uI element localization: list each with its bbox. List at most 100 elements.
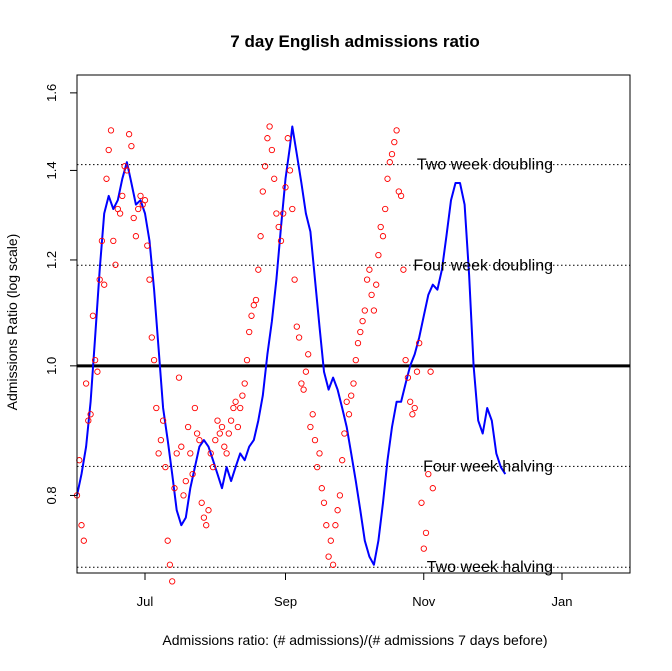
- data-point: [425, 470, 432, 478]
- data-point: [302, 368, 310, 375]
- data-point: [196, 436, 203, 444]
- data-point: [366, 266, 373, 273]
- y-tick-label: 1.4: [44, 161, 59, 179]
- y-tick-label: 1.6: [44, 84, 59, 102]
- data-point: [293, 323, 300, 330]
- data-point: [214, 417, 221, 424]
- data-point: [246, 328, 253, 336]
- data-point: [250, 302, 257, 309]
- data-point: [336, 492, 344, 499]
- data-point: [300, 386, 307, 393]
- data-point: [189, 470, 196, 478]
- data-point: [169, 578, 176, 585]
- data-point: [386, 159, 393, 166]
- data-point: [216, 430, 223, 437]
- data-point: [420, 545, 427, 552]
- data-point: [243, 356, 251, 364]
- data-point: [384, 175, 391, 182]
- x-tick-label: Jul: [137, 594, 154, 609]
- data-point: [422, 529, 430, 537]
- data-point: [85, 417, 92, 424]
- data-point: [320, 499, 328, 506]
- data-point: [137, 192, 144, 200]
- data-point: [284, 135, 291, 142]
- data-point: [91, 356, 99, 364]
- data-point: [166, 561, 174, 568]
- data-point: [130, 214, 137, 222]
- ratio-line-series: [76, 125, 507, 566]
- data-point: [78, 522, 85, 529]
- data-point: [339, 457, 346, 464]
- data-point: [259, 188, 266, 195]
- data-point: [261, 163, 269, 170]
- data-point: [239, 392, 246, 399]
- data-point: [237, 404, 244, 412]
- x-tick-label: Nov: [412, 594, 436, 609]
- data-point: [429, 485, 436, 492]
- data-point: [144, 242, 151, 249]
- data-point: [193, 430, 201, 437]
- data-point: [348, 392, 355, 399]
- data-point: [368, 291, 375, 299]
- data-point: [112, 261, 119, 268]
- data-point: [232, 398, 239, 405]
- data-point: [375, 251, 382, 259]
- data-point: [141, 197, 149, 204]
- data-point: [411, 404, 418, 412]
- data-point: [397, 192, 405, 200]
- data-point: [116, 210, 124, 217]
- y-axis: 0.8 1.0 1.2 1.4 1.6: [44, 84, 77, 504]
- reference-line-label: Four week doubling: [413, 257, 553, 274]
- data-point: [200, 514, 208, 521]
- data-point: [382, 205, 389, 213]
- data-point: [162, 463, 169, 471]
- data-point: [82, 380, 90, 387]
- data-point: [286, 167, 294, 174]
- data-point: [212, 436, 219, 444]
- data-point: [234, 423, 242, 431]
- ratio-line: [76, 125, 507, 566]
- data-point: [305, 351, 312, 358]
- data-point: [221, 443, 228, 450]
- y-tick-label: 1.2: [44, 251, 59, 269]
- reference-line-label: Two week halving: [427, 559, 553, 576]
- data-point: [225, 430, 232, 437]
- data-point: [318, 485, 325, 492]
- data-point: [388, 150, 396, 158]
- x-tick-label: Jan: [552, 594, 573, 609]
- data-point: [271, 175, 278, 182]
- data-point: [391, 138, 398, 146]
- data-point: [309, 411, 316, 418]
- data-point: [363, 276, 371, 283]
- data-point: [393, 127, 400, 134]
- y-axis-label: Admissions Ratio (log scale): [4, 234, 20, 411]
- data-point: [205, 507, 212, 514]
- data-point: [98, 237, 106, 245]
- data-point: [361, 307, 368, 314]
- data-point: [94, 368, 101, 375]
- data-point: [248, 312, 255, 319]
- data-point: [153, 404, 160, 412]
- data-point: [105, 146, 112, 154]
- y-tick-label: 1.0: [44, 357, 59, 375]
- data-point: [132, 233, 140, 240]
- data-point: [227, 417, 235, 424]
- data-point: [427, 368, 434, 375]
- reference-line-label: Two week doubling: [417, 157, 553, 174]
- data-point: [329, 561, 337, 568]
- data-point: [255, 266, 262, 273]
- data-point: [295, 334, 303, 341]
- data-point: [173, 450, 180, 457]
- data-point: [101, 281, 108, 288]
- data-point: [155, 450, 162, 457]
- data-point: [264, 135, 271, 142]
- data-point: [316, 450, 323, 457]
- data-point: [418, 499, 425, 506]
- data-point: [334, 507, 341, 514]
- data-point: [370, 307, 378, 314]
- data-point: [282, 184, 289, 191]
- data-point: [207, 450, 214, 457]
- data-point: [343, 398, 350, 405]
- data-point: [350, 380, 357, 387]
- x-tick-label: Sep: [274, 594, 297, 609]
